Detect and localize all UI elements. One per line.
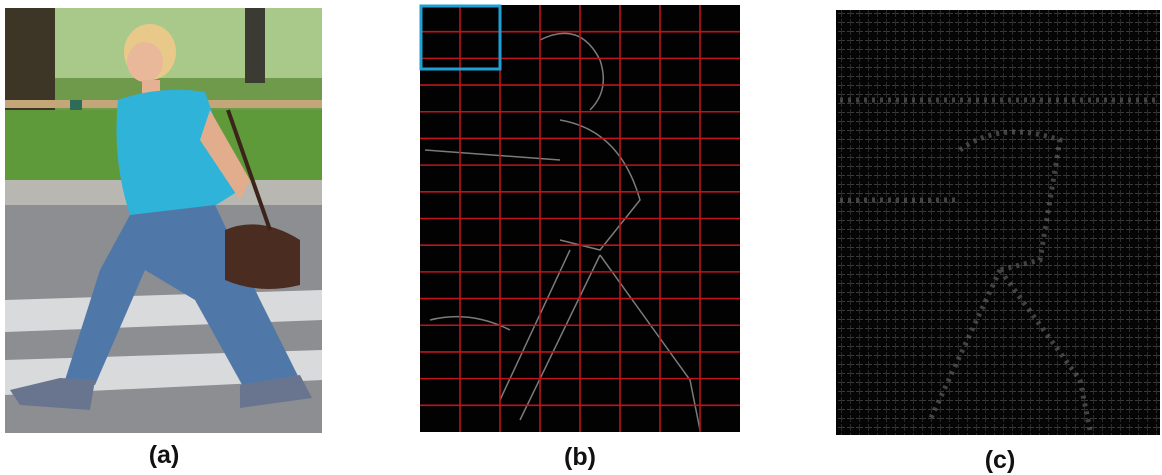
hog-image: [836, 10, 1160, 435]
panel-label: (b): [564, 443, 596, 471]
gradient-image: [419, 4, 740, 432]
photo: [5, 8, 322, 433]
edge-sketch: [424, 32, 701, 431]
panel-label: (a): [149, 441, 180, 469]
panel-label: (c): [985, 446, 1016, 474]
block-highlight: [419, 4, 502, 71]
cell-grid: [420, 5, 740, 432]
